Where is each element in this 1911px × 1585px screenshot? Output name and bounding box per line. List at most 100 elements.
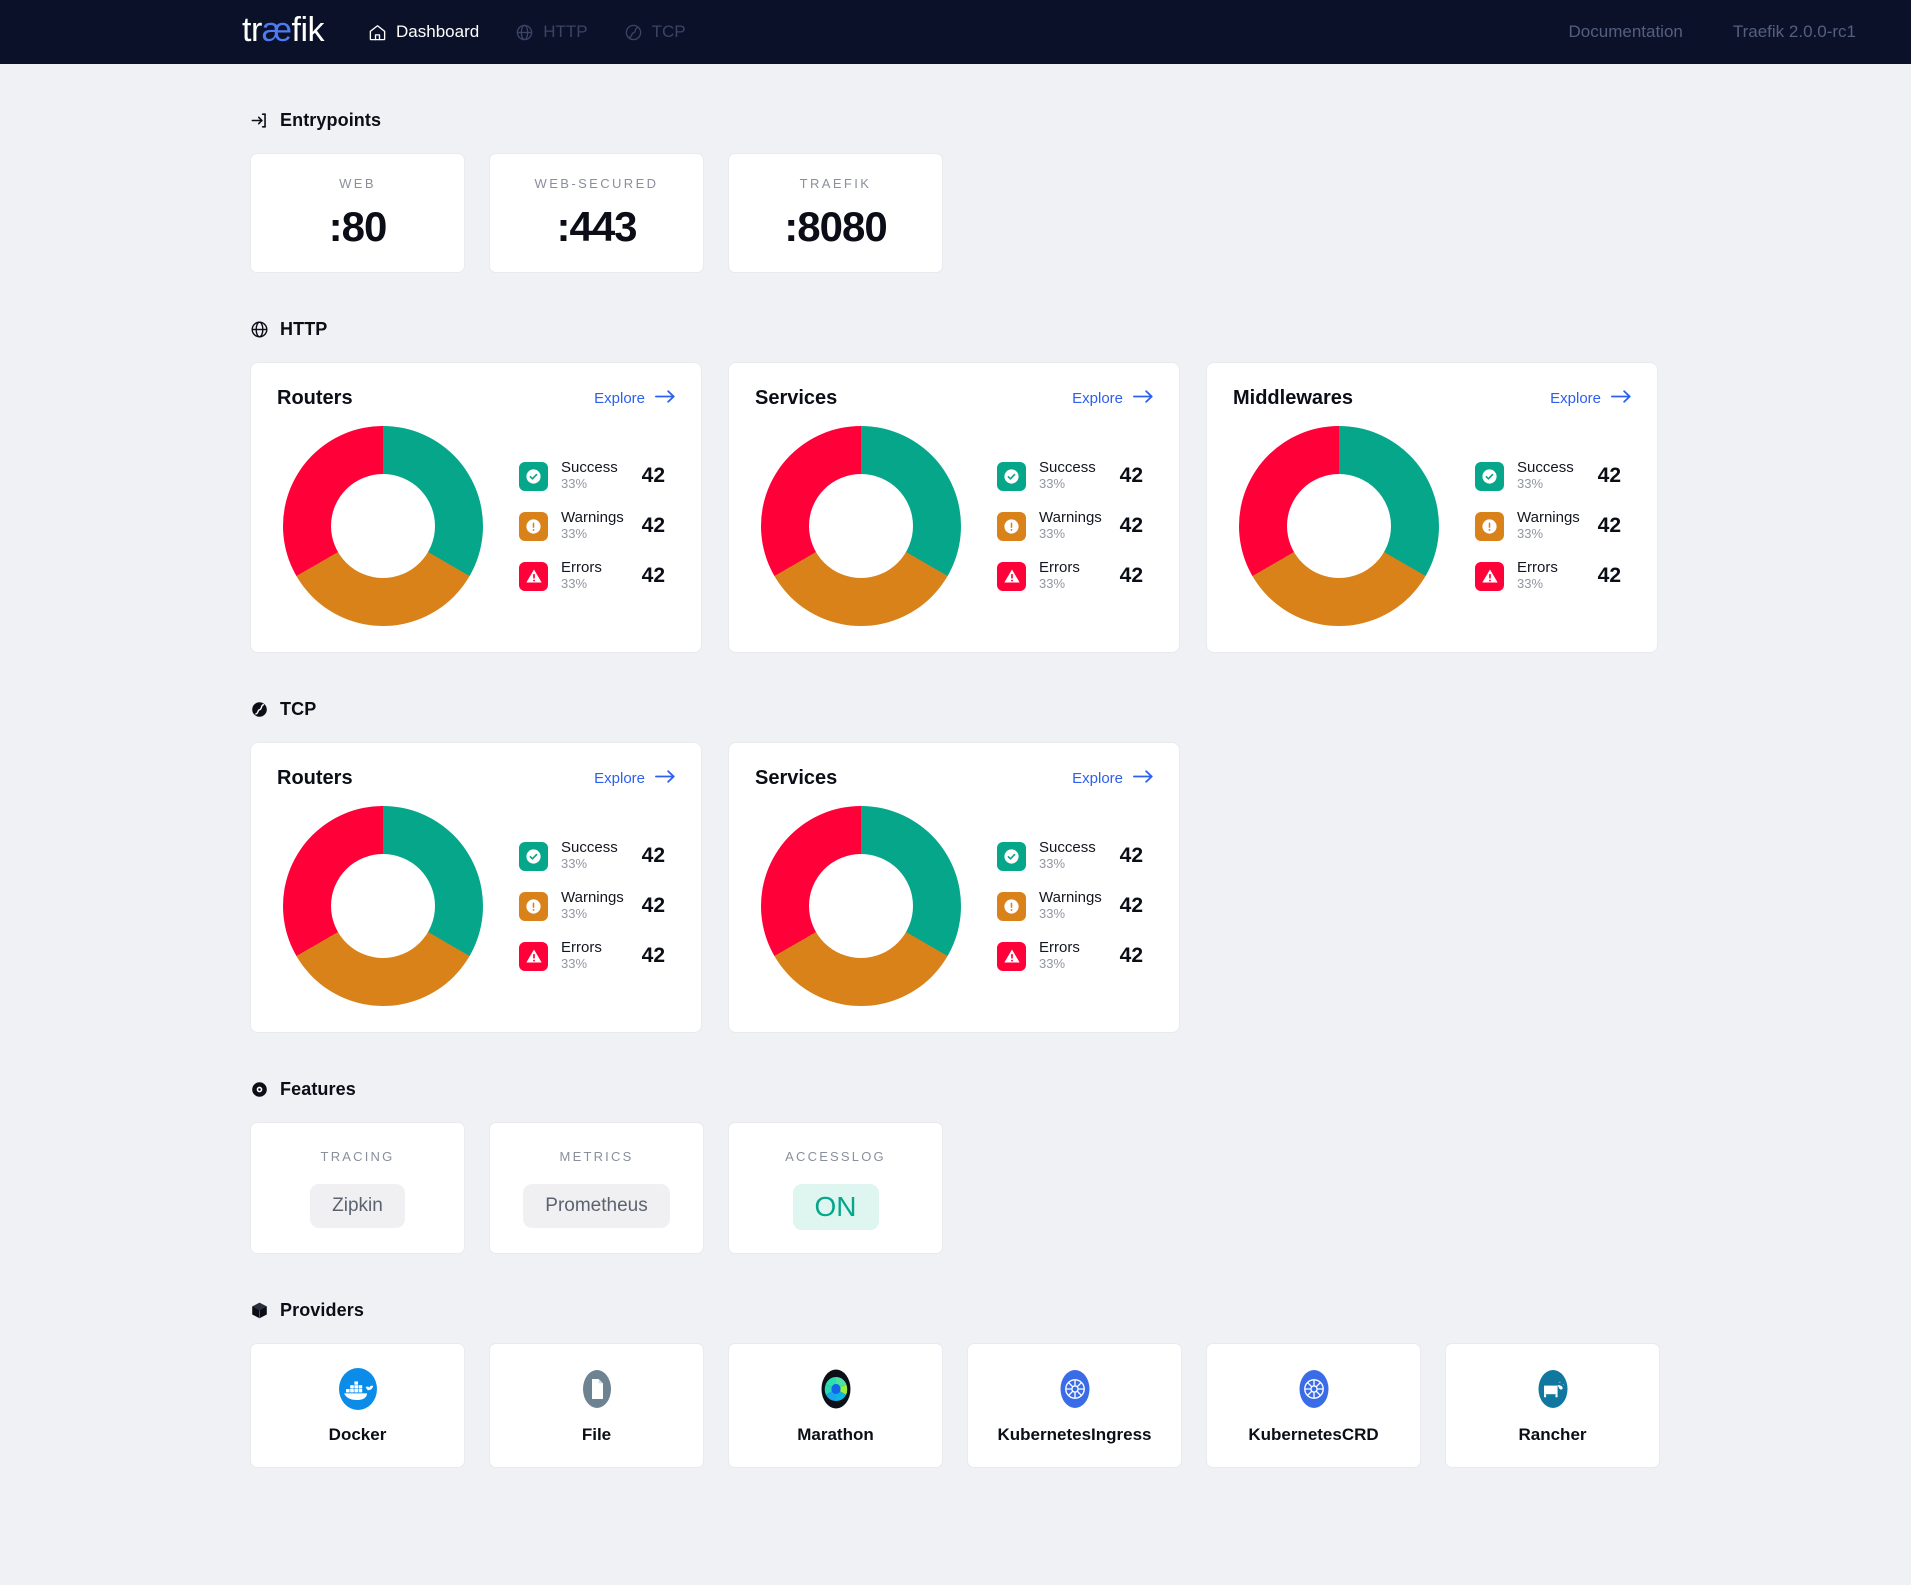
legend-label: Errors xyxy=(561,558,602,576)
provider-label: KubernetesIngress xyxy=(997,1424,1152,1444)
arrow-right-icon xyxy=(655,769,675,788)
chart-card-header: Routers Explore xyxy=(277,387,675,410)
legend-row: Errors 33% 42 xyxy=(1475,551,1631,601)
arrow-right-icon xyxy=(1133,769,1153,788)
top-navbar: træfik Dashboard HTTP TCP xyxy=(0,0,1911,64)
legend-percent: 33% xyxy=(1517,526,1544,542)
explore-link[interactable]: Explore xyxy=(1072,769,1153,788)
nav-item-dashboard[interactable]: Dashboard xyxy=(368,0,479,64)
entrypoint-card[interactable]: TRAEFIK :8080 xyxy=(728,153,943,273)
provider-card[interactable]: Rancher xyxy=(1445,1343,1660,1468)
explore-link[interactable]: Explore xyxy=(594,769,675,788)
provider-label: KubernetesCRD xyxy=(1248,1424,1379,1444)
documentation-link[interactable]: Documentation xyxy=(1568,22,1683,41)
legend-text: Errors 33% xyxy=(561,939,602,973)
chart-card-services: Services Explore Success 33% 42 Warnings 33% 42… xyxy=(728,362,1180,653)
chart-legend: Success 33% 42 Warnings 33% 42 Errors 33% 42 xyxy=(1475,451,1631,601)
donut-center-hole xyxy=(331,854,435,958)
chart-card-title: Routers xyxy=(277,767,353,789)
tcp-icon xyxy=(250,700,269,719)
chart-legend: Success 33% 42 Warnings 33% 42 Errors 33% 42 xyxy=(997,451,1153,601)
exclamation-circle-icon xyxy=(997,891,1026,921)
nav-item-tcp[interactable]: TCP xyxy=(624,0,686,64)
legend-value: 42 xyxy=(1597,514,1621,537)
legend-value: 42 xyxy=(641,894,665,917)
explore-link[interactable]: Explore xyxy=(594,389,675,408)
explore-link[interactable]: Explore xyxy=(1550,389,1631,408)
feature-name: METRICS xyxy=(559,1149,634,1164)
eye-icon xyxy=(250,1080,269,1099)
explore-link-label: Explore xyxy=(594,770,645,787)
chart-legend: Success 33% 42 Warnings 33% 42 Errors 33% 42 xyxy=(997,831,1153,981)
legend-value: 42 xyxy=(641,944,665,967)
provider-label: File xyxy=(581,1424,612,1444)
legend-value: 42 xyxy=(1119,894,1143,917)
warning-triangle-icon xyxy=(997,561,1026,591)
legend-percent: 33% xyxy=(561,576,588,592)
legend-percent: 33% xyxy=(561,956,588,972)
legend-row: Success 33% 42 xyxy=(997,451,1153,501)
section-title-tcp: TCP xyxy=(280,699,317,719)
feature-card-accesslog[interactable]: ACCESSLOG ON xyxy=(728,1122,943,1254)
donut-center-hole xyxy=(331,474,435,578)
provider-card[interactable]: Docker xyxy=(250,1343,465,1468)
legend-row: Warnings 33% 42 xyxy=(997,501,1153,551)
feature-name: TRACING xyxy=(320,1149,395,1164)
legend-label: Success xyxy=(1039,838,1096,856)
check-circle-icon xyxy=(1475,461,1504,491)
feature-card-tracing[interactable]: TRACING Zipkin xyxy=(250,1122,465,1254)
cube-icon xyxy=(250,1301,269,1320)
provider-card[interactable]: KubernetesIngress xyxy=(967,1343,1182,1468)
legend-value: 42 xyxy=(1597,464,1621,487)
legend-text: Warnings 33% xyxy=(1039,889,1102,923)
nav-item-tcp-label: TCP xyxy=(651,22,686,41)
legend-row: Success 33% 42 xyxy=(519,831,675,881)
marathon-icon xyxy=(814,1367,858,1411)
chart-card-body: Success 33% 42 Warnings 33% 42 Errors 33% 42 xyxy=(277,806,675,1006)
nav-item-http[interactable]: HTTP xyxy=(515,0,588,64)
legend-percent: 33% xyxy=(1039,856,1066,872)
feature-value: Zipkin xyxy=(310,1184,405,1228)
legend-value: 42 xyxy=(1119,464,1143,487)
feature-card-metrics[interactable]: METRICS Prometheus xyxy=(489,1122,704,1254)
entrypoint-name: WEB-SECURED xyxy=(534,176,659,191)
donut-chart xyxy=(283,426,483,626)
warning-triangle-icon xyxy=(519,561,548,591)
legend-percent: 33% xyxy=(1039,526,1066,542)
chart-card-body: Success 33% 42 Warnings 33% 42 Errors 33% 42 xyxy=(277,426,675,626)
legend-percent: 33% xyxy=(1039,956,1066,972)
section-header-http: HTTP xyxy=(250,273,1661,340)
check-circle-icon xyxy=(997,841,1026,871)
entrypoint-name: WEB xyxy=(339,176,376,191)
section-title-providers: Providers xyxy=(280,1300,364,1320)
entrypoints-row: WEB :80 WEB-SECURED :443 TRAEFIK :8080 xyxy=(250,153,1661,273)
chart-legend: Success 33% 42 Warnings 33% 42 Errors 33% 42 xyxy=(519,451,675,601)
legend-value: 42 xyxy=(641,464,665,487)
provider-label: Marathon xyxy=(797,1424,874,1444)
http-cards-row: Routers Explore Success 33% 42 Warnings 33% 42 E… xyxy=(250,362,1661,653)
legend-percent: 33% xyxy=(561,856,588,872)
warning-triangle-icon xyxy=(519,941,548,971)
legend-percent: 33% xyxy=(1517,476,1544,492)
traefik-logo[interactable]: træfik xyxy=(242,11,325,51)
chart-card-body: Success 33% 42 Warnings 33% 42 Errors 33% 42 xyxy=(755,426,1153,626)
warning-triangle-icon xyxy=(997,941,1026,971)
legend-value: 42 xyxy=(641,564,665,587)
legend-label: Errors xyxy=(561,938,602,956)
logo-text-pre: tr xyxy=(242,11,262,49)
donut-chart xyxy=(1239,426,1439,626)
globe-icon xyxy=(515,23,534,42)
entrypoint-card[interactable]: WEB :80 xyxy=(250,153,465,273)
provider-card[interactable]: KubernetesCRD xyxy=(1206,1343,1421,1468)
chart-card-routers: Routers Explore Success 33% 42 Warnings 33% 42 E… xyxy=(250,362,702,653)
provider-card[interactable]: Marathon xyxy=(728,1343,943,1468)
chart-card-title: Services xyxy=(755,767,838,789)
explore-link[interactable]: Explore xyxy=(1072,389,1153,408)
legend-label: Warnings xyxy=(561,888,624,906)
legend-value: 42 xyxy=(1119,514,1143,537)
chart-card-body: Success 33% 42 Warnings 33% 42 Errors 33% 42 xyxy=(1233,426,1631,626)
tcp-cards-row: Routers Explore Success 33% 42 Warnings 33% 42 E… xyxy=(250,742,1661,1033)
entrypoint-card[interactable]: WEB-SECURED :443 xyxy=(489,153,704,273)
provider-card[interactable]: File xyxy=(489,1343,704,1468)
globe-icon xyxy=(250,320,269,339)
